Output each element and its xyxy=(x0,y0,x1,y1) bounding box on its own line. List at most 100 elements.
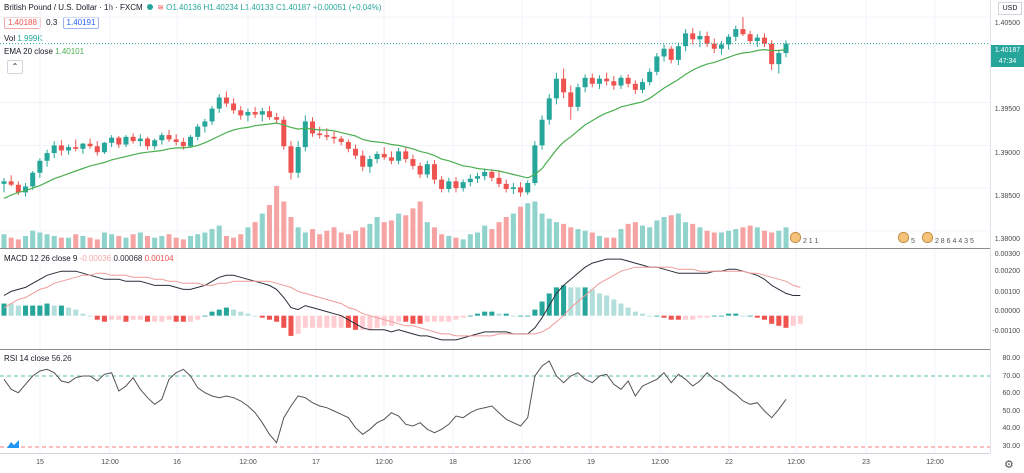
candle-body xyxy=(130,136,136,142)
chart-canvas[interactable] xyxy=(0,0,990,453)
volume-bar xyxy=(116,235,122,248)
volume-bar xyxy=(690,223,696,248)
macd-legend[interactable]: MACD 12 26 close 9 -0.00036 0.00068 0.00… xyxy=(4,253,174,265)
candle-body xyxy=(266,111,272,118)
macd-hist-bar xyxy=(453,315,459,320)
macd-hist-bar xyxy=(8,303,14,316)
volume-bar xyxy=(733,229,739,248)
candle-body xyxy=(288,146,294,173)
candle-body xyxy=(116,137,122,145)
volume-bar xyxy=(532,201,538,248)
pane-separator-rsi[interactable] xyxy=(0,349,990,350)
candle-body xyxy=(388,157,394,161)
volume-bar xyxy=(482,225,488,248)
candle-body xyxy=(424,164,430,175)
volume-bar xyxy=(761,230,767,248)
macd-hist-bar xyxy=(503,313,509,316)
macd-hist-bar xyxy=(195,315,201,320)
event-count-e[interactable]: 5 xyxy=(970,238,974,245)
candle-body xyxy=(202,121,208,127)
ema-label: EMA 20 close xyxy=(4,47,53,56)
bar-countdown: 47:34 xyxy=(991,56,1024,67)
candle-body xyxy=(697,35,703,40)
candle-body xyxy=(353,148,359,156)
settings-gear-icon[interactable]: ⚙ xyxy=(1004,459,1014,471)
macd-hist-bar xyxy=(518,315,524,317)
candle-body xyxy=(718,44,724,49)
volume-bars xyxy=(1,186,789,248)
ohlc-readout: O1.40136 H1.40234 L1.40133 C1.40187 +0.0… xyxy=(166,3,382,12)
volume-bar xyxy=(718,232,724,248)
symbol-title[interactable]: British Pound / U.S. Dollar · 1h · FXCM xyxy=(4,3,143,12)
candle-body xyxy=(101,142,107,153)
macd-hist-bar xyxy=(532,309,538,316)
rsi-legend[interactable]: RSI 14 close 56.26 xyxy=(4,353,72,365)
volume-bar xyxy=(317,234,323,248)
macd-hist-bar xyxy=(726,313,732,316)
candle-body xyxy=(683,33,689,47)
candle-body xyxy=(726,36,732,45)
macd-hist-bar xyxy=(37,305,43,316)
macd-hist-bar xyxy=(675,315,681,320)
candle-body xyxy=(453,181,459,189)
macd-hist-bar xyxy=(596,293,602,316)
macd-hist-bar xyxy=(539,301,545,316)
candle-body xyxy=(532,145,538,184)
volume-bar xyxy=(216,225,222,248)
candle-body xyxy=(80,143,86,149)
volume-value: 1.999K xyxy=(17,34,43,43)
candle-body xyxy=(87,143,93,147)
macd-hist-bar xyxy=(396,315,402,322)
volume-bar xyxy=(66,237,72,248)
event-flag-icon[interactable] xyxy=(922,232,933,243)
candle-body xyxy=(489,171,495,178)
pane-separator-macd[interactable] xyxy=(0,248,990,249)
event-count-a[interactable]: 2 1 1 xyxy=(802,238,819,245)
macd-hist-bar xyxy=(683,315,689,320)
volume-bar xyxy=(776,230,782,248)
event-flag-icon[interactable] xyxy=(898,232,909,243)
candle-body xyxy=(661,48,667,57)
volume-bar xyxy=(231,237,237,248)
volume-legend[interactable]: Vol 1.999K xyxy=(4,33,43,45)
price-axis[interactable] xyxy=(990,0,1024,453)
macd-hist-bar xyxy=(101,315,107,322)
macd-hist-bar xyxy=(202,315,208,317)
tradingview-logo-icon[interactable] xyxy=(6,436,20,454)
time-label: 15 xyxy=(36,459,44,466)
macd-hist-bar xyxy=(424,315,430,322)
macd-hist-bar xyxy=(761,315,767,320)
currency-label[interactable]: USD xyxy=(998,2,1022,15)
volume-bar xyxy=(403,215,409,248)
candle-body xyxy=(761,37,767,44)
volume-bar xyxy=(539,213,545,248)
macd-hist-bar xyxy=(553,287,559,316)
event-count-b[interactable]: 5 xyxy=(910,238,915,245)
macd-axis-label: 0.00100 xyxy=(994,289,1020,296)
event-count-d[interactable]: 4 3 xyxy=(958,238,969,245)
candle-body xyxy=(180,141,186,147)
ema-legend[interactable]: EMA 20 close 1.40101 xyxy=(4,46,84,58)
macd-label: MACD 12 26 close 9 xyxy=(4,254,78,263)
volume-bar xyxy=(8,237,14,248)
event-count-c[interactable]: 2 8 6 4 xyxy=(934,238,957,245)
rsi-axis-label: 40.00 xyxy=(1002,425,1020,432)
time-label: 16 xyxy=(173,459,181,466)
candle-body xyxy=(30,172,36,187)
candle-body xyxy=(66,147,72,151)
indicator-toggle-icon[interactable]: ≋ xyxy=(157,3,164,12)
candle-body xyxy=(446,181,452,189)
candle-body xyxy=(252,112,258,115)
candle-body xyxy=(360,155,366,167)
macd-hist-bar xyxy=(166,315,172,320)
collapse-legend-button[interactable]: ⌃ xyxy=(7,60,23,74)
volume-bar xyxy=(109,234,115,248)
event-flag-icon[interactable] xyxy=(790,232,801,243)
candle-body xyxy=(195,126,201,137)
price-label: 1.38500 xyxy=(994,193,1020,200)
candle-body xyxy=(295,147,301,173)
candle-body xyxy=(561,78,567,93)
macd-hist-bar xyxy=(331,315,337,328)
macd-hist-bar xyxy=(474,313,481,316)
candle-body xyxy=(123,136,129,145)
